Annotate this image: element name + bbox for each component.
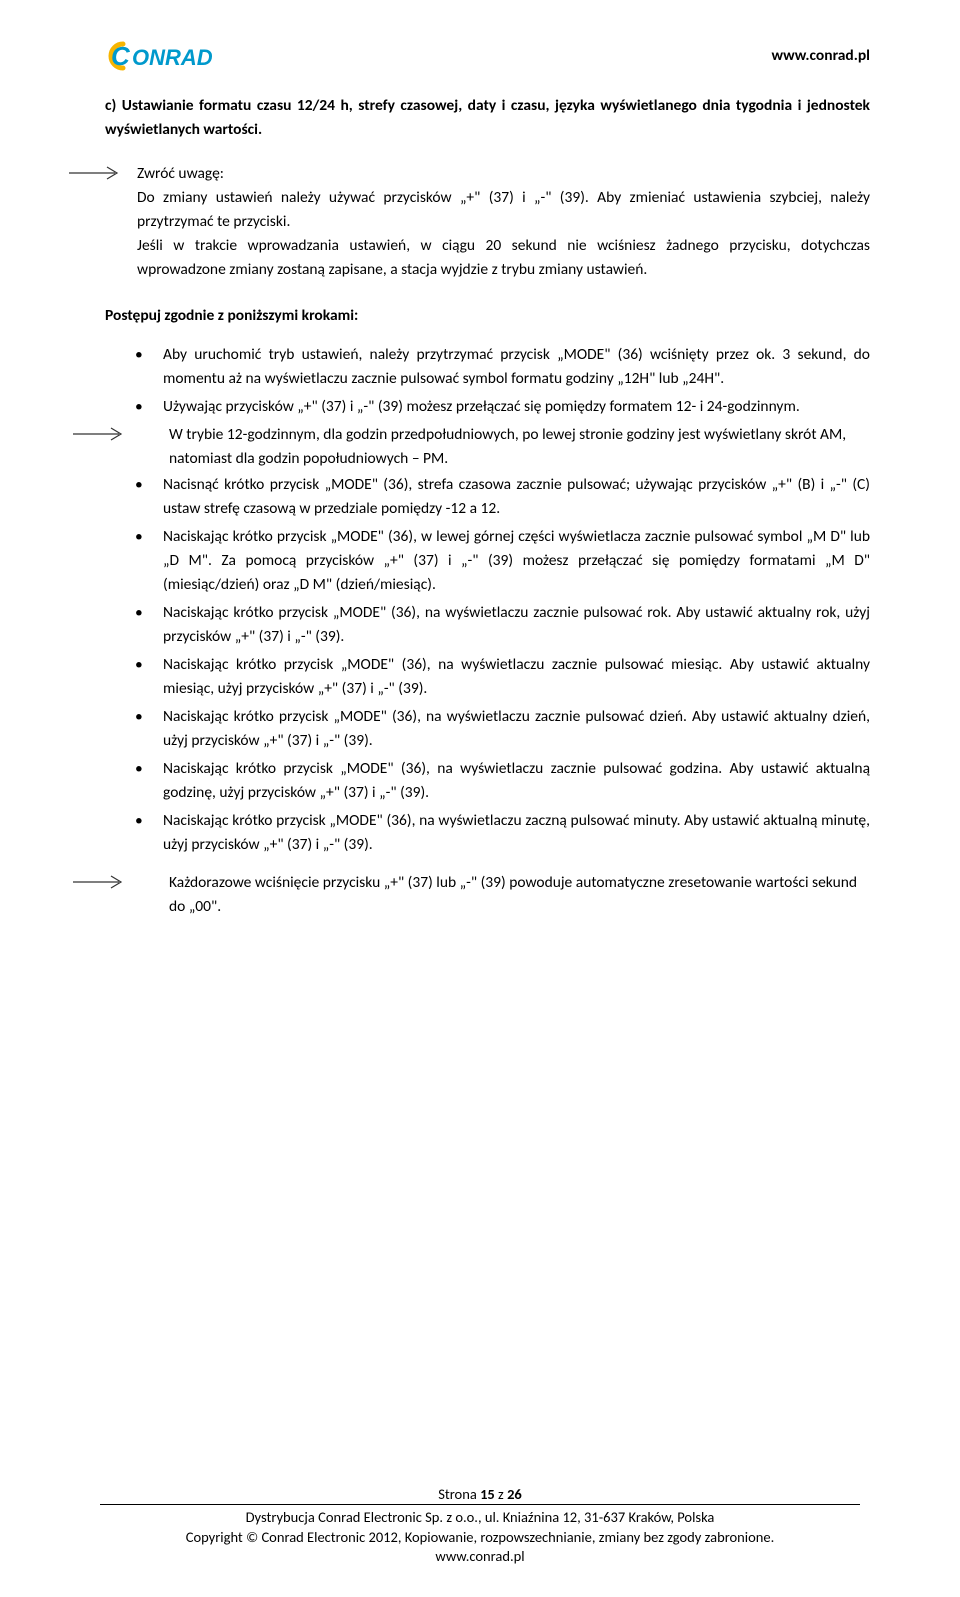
step-item: Używając przycisków „+" (37) i „-" (39) … — [163, 395, 870, 419]
step-item: Naciskając krótko przycisk „MODE" (36), … — [163, 757, 870, 805]
header-url: www.conrad.pl — [771, 46, 870, 65]
note-title: Zwróć uwagę: — [137, 162, 870, 186]
arrow-icon — [71, 873, 131, 899]
step-item: Naciskając krótko przycisk „MODE" (36), … — [163, 601, 870, 649]
page-num-prefix: Strona — [438, 1485, 480, 1503]
footer-line-1: Dystrybucja Conrad Electronic Sp. z o.o.… — [0, 1508, 960, 1528]
arrow-icon — [71, 425, 131, 451]
note-body-2: Jeśli w trakcie wprowadzania ustawień, w… — [137, 234, 870, 282]
step-item: Naciskając krótko przycisk „MODE" (36), … — [163, 705, 870, 753]
page-num-total: 26 — [507, 1485, 522, 1503]
inline-note-1: W trybie 12-godzinnym, dla godzin przedp… — [169, 423, 870, 471]
logo-icon: C ONRAD — [105, 40, 275, 72]
step-item: Naciskając krótko przycisk „MODE" (36), … — [163, 809, 870, 857]
page-header: C ONRAD www.conrad.pl — [105, 40, 870, 72]
section-heading: c) Ustawianie formatu czasu 12/24 h, str… — [105, 94, 870, 142]
steps-title: Postępuj zgodnie z poniższymi krokami: — [105, 306, 870, 325]
footer-line-2: Copyright © Conrad Electronic 2012, Kopi… — [0, 1528, 960, 1548]
svg-text:C: C — [111, 41, 131, 71]
steps-list: Aby uruchomić tryb ustawień, należy przy… — [105, 343, 870, 919]
page-num-current: 15 — [480, 1485, 495, 1503]
page-footer: Strona 15 z 26 Dystrybucja Conrad Electr… — [0, 1485, 960, 1567]
svg-text:ONRAD: ONRAD — [132, 45, 213, 70]
note-body-1: Do zmiany ustawień należy używać przycis… — [137, 186, 870, 234]
inline-note-2: Każdorazowe wciśnięcie przycisku „+" (37… — [169, 871, 870, 919]
inline-note-text: Każdorazowe wciśnięcie przycisku „+" (37… — [169, 871, 870, 919]
footer-line-3: www.conrad.pl — [0, 1547, 960, 1567]
conrad-logo: C ONRAD — [105, 40, 275, 72]
step-item: Naciskając krótko przycisk „MODE" (36), … — [163, 653, 870, 701]
page-num-suffix: z — [495, 1485, 507, 1503]
note-block-1: Zwróć uwagę: Do zmiany ustawień należy u… — [137, 162, 870, 282]
inline-note-text: W trybie 12-godzinnym, dla godzin przedp… — [169, 423, 870, 471]
footer-divider — [100, 1504, 860, 1506]
arrow-icon — [67, 164, 127, 187]
page-number: Strona 15 z 26 — [0, 1485, 960, 1503]
step-item: Nacisnąć krótko przycisk „MODE" (36), st… — [163, 473, 870, 521]
step-item: Naciskając krótko przycisk „MODE" (36), … — [163, 525, 870, 597]
step-item: Aby uruchomić tryb ustawień, należy przy… — [163, 343, 870, 391]
